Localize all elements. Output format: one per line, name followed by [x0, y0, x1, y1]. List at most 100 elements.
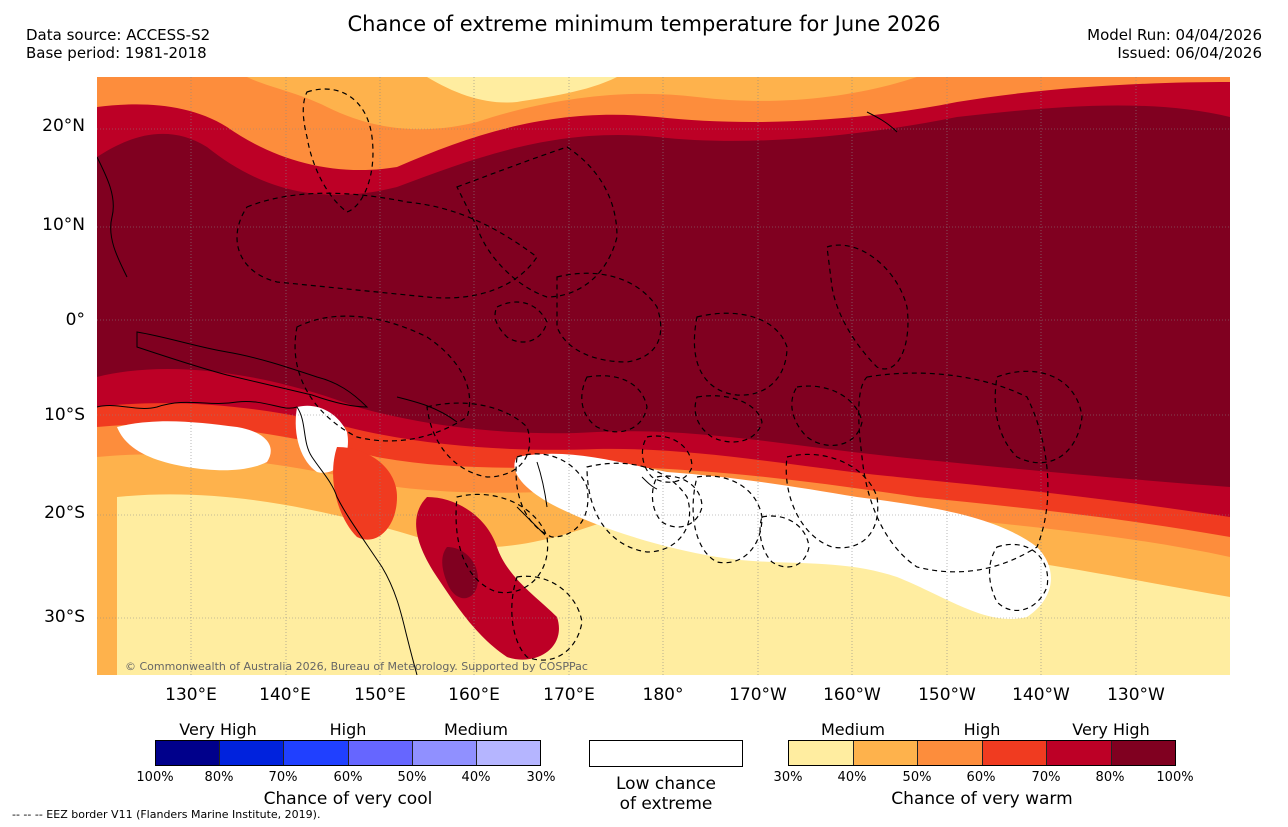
base-period-label: Base period: 1981-2018 — [26, 44, 207, 62]
eez-kiribati-line — [826, 244, 909, 370]
cool-level-high: High — [329, 720, 367, 739]
eez-newcaledonia — [455, 493, 549, 594]
page-title: Chance of extreme minimum temperature fo… — [347, 12, 941, 36]
warm-tick: 70% — [1031, 770, 1061, 785]
tasman-hotspot-core — [442, 547, 478, 599]
eez-tokelau — [694, 395, 763, 443]
lat-label-30s: 30°S — [44, 607, 85, 627]
copyright-notice: © Commonwealth of Australia 2026, Bureau… — [125, 660, 588, 673]
lat-label-0: 0° — [65, 310, 85, 330]
forecast-map[interactable]: © Commonwealth of Australia 2026, Bureau… — [97, 77, 1230, 675]
eez-guam — [302, 88, 374, 213]
coast-hawaii — [866, 111, 898, 133]
warm-tick: 100% — [1156, 770, 1194, 785]
warm-band-north-yellow — [247, 77, 917, 130]
tasman-hotspot — [416, 497, 559, 660]
cool-tick: 60% — [333, 770, 363, 785]
warm-tick: 30% — [773, 770, 803, 785]
warm-tick: 40% — [837, 770, 867, 785]
eez-fsm — [236, 192, 538, 299]
cool-swatch-1 — [156, 741, 221, 765]
low-chance-caption: Low chance of extreme — [589, 774, 743, 814]
warm-caption: Chance of very warm — [891, 789, 1073, 809]
warm-level-very-high: Very High — [1072, 720, 1150, 739]
issued-label: Issued: 06/04/2026 — [1117, 44, 1262, 62]
lon-label-170e: 170°E — [543, 685, 595, 705]
eez-wallis — [641, 435, 693, 483]
cool-level-medium: Medium — [444, 720, 508, 739]
eez-png — [294, 315, 471, 442]
eez-kiribati-gilbert — [556, 272, 662, 363]
low-chance-caption-line1: Low chance — [616, 774, 716, 794]
coral-sea-red — [333, 447, 397, 540]
eez-kiribati-phoenix — [693, 312, 788, 396]
coast-fiji — [641, 476, 658, 490]
cool-caption: Chance of very cool — [263, 789, 433, 809]
cool-swatch-6 — [476, 741, 541, 765]
lon-label-150w: 150°W — [918, 685, 976, 705]
low-chance-east — [514, 453, 1051, 619]
lon-label-130w: 130°W — [1107, 685, 1165, 705]
warm-swatch-3 — [918, 741, 983, 765]
coast-solomon — [396, 396, 458, 423]
data-source-label: Data source: ACCESS-S2 — [26, 26, 211, 44]
warm-level-medium: Medium — [821, 720, 885, 739]
eez-tuvalu — [581, 375, 648, 433]
warm-swatch-5 — [1047, 741, 1112, 765]
coast-australia — [97, 401, 418, 675]
cool-tick: 50% — [397, 770, 427, 785]
lat-label-20s: 20°S — [44, 503, 85, 523]
low-chance-australia-north — [117, 421, 271, 471]
warm-tick: 80% — [1095, 770, 1125, 785]
coast-vanuatu — [536, 461, 548, 508]
low-chance-caption-line2: of extreme — [619, 794, 713, 814]
cool-swatch-2 — [220, 741, 285, 765]
lon-label-160w: 160°W — [823, 685, 881, 705]
lat-label-10n: 10°N — [42, 215, 85, 235]
header-right: Model Run: 04/04/2026 Issued: 06/04/2026 — [1087, 26, 1262, 62]
warm-tick: 50% — [902, 770, 932, 785]
cool-swatch-5 — [412, 741, 477, 765]
warm-tick: 60% — [966, 770, 996, 785]
coast-philippines — [97, 156, 128, 278]
eez-kermadec — [511, 575, 583, 661]
lat-label-10s: 10°S — [44, 405, 85, 425]
eez-cook-north — [791, 385, 863, 446]
low-chance-swatch — [589, 740, 743, 767]
eez-fiji — [586, 462, 691, 553]
south-yellow — [117, 494, 1230, 675]
coast-new-guinea — [136, 331, 369, 408]
eez-marquesas — [994, 370, 1083, 464]
cool-tick: 30% — [526, 770, 556, 785]
header-left: Data source: ACCESS-S2 Base period: 1981… — [26, 26, 210, 62]
warm-swatch-6 — [1111, 741, 1175, 765]
eez-borders — [236, 88, 1083, 661]
cool-swatch-4 — [348, 741, 413, 765]
lon-label-170w: 170°W — [729, 685, 787, 705]
map-grid — [97, 77, 1230, 675]
eez-pitcairn — [988, 543, 1049, 611]
eez-solomon — [426, 402, 531, 478]
cool-level-very-high: Very High — [179, 720, 257, 739]
eez-vanuatu — [515, 453, 589, 538]
cool-swatch-3 — [284, 741, 349, 765]
warm-level-high: High — [963, 720, 1001, 739]
lon-label-180: 180° — [642, 685, 684, 705]
cool-tick: 100% — [136, 770, 174, 785]
model-run-label: Model Run: 04/04/2026 — [1087, 26, 1262, 44]
warm-band-north-pale — [427, 77, 617, 103]
lon-label-140e: 140°E — [259, 685, 311, 705]
warm-colorbar — [788, 740, 1176, 766]
eez-niue — [759, 515, 810, 568]
eez-cook-south — [785, 453, 879, 549]
cool-colorbar — [155, 740, 541, 766]
cool-tick: 70% — [268, 770, 298, 785]
warm-swatch-2 — [853, 741, 918, 765]
lat-label-20n: 20°N — [42, 116, 85, 136]
warm-swatch-1 — [789, 741, 854, 765]
lon-label-160e: 160°E — [448, 685, 500, 705]
eez-marshall — [456, 146, 618, 298]
cool-tick: 80% — [204, 770, 234, 785]
eez-nauru — [494, 301, 548, 343]
lon-label-150e: 150°E — [354, 685, 406, 705]
